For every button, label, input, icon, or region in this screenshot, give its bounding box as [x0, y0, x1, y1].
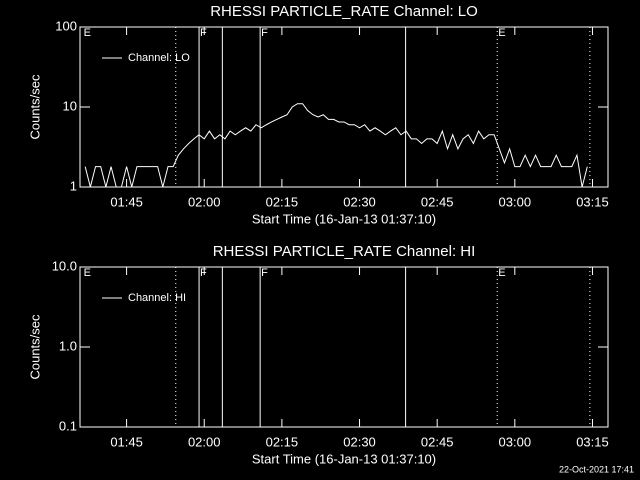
y-tick-label: 1.0 — [59, 338, 77, 353]
y-axis-label: Counts/sec — [27, 314, 42, 380]
legend-label: Channel: LO — [128, 52, 190, 64]
x-tick-label: 02:00 — [188, 194, 221, 209]
legend-label: Channel: HI — [128, 292, 186, 304]
y-tick-label: 100 — [55, 18, 77, 33]
event-flag: F — [200, 267, 207, 279]
y-tick-label: 10 — [63, 98, 77, 113]
x-tick-label: 02:45 — [421, 194, 454, 209]
x-tick-label: 02:30 — [343, 434, 376, 449]
event-flag: E — [84, 267, 91, 279]
event-flag: E — [498, 267, 505, 279]
x-axis-label: Start Time (16-Jan-13 01:37:10) — [252, 451, 436, 466]
event-flag: F — [261, 27, 268, 39]
x-tick-label: 03:00 — [499, 194, 532, 209]
chart-title: RHESSI PARTICLE_RATE Channel: LO — [210, 3, 478, 20]
event-flag: F — [200, 27, 207, 39]
event-flag: E — [498, 27, 505, 39]
x-tick-label: 02:00 — [188, 434, 221, 449]
y-tick-label: 0.1 — [59, 418, 77, 433]
y-tick-label: 10.0 — [52, 258, 77, 273]
data-line — [84, 103, 588, 188]
x-tick-label: 03:15 — [576, 194, 609, 209]
footer: 22-Oct-2021 17:41 — [559, 464, 634, 474]
x-tick-label: 02:15 — [266, 194, 299, 209]
x-tick-label: 02:45 — [421, 434, 454, 449]
y-tick-label: 1 — [70, 178, 77, 193]
x-tick-label: 02:30 — [343, 194, 376, 209]
x-axis-label: Start Time (16-Jan-13 01:37:10) — [252, 211, 436, 226]
y-axis-label: Counts/sec — [27, 74, 42, 140]
x-tick-label: 03:15 — [576, 434, 609, 449]
event-flag: F — [261, 267, 268, 279]
x-tick-label: 03:00 — [499, 434, 532, 449]
x-tick-label: 01:45 — [110, 434, 143, 449]
x-tick-label: 01:45 — [110, 194, 143, 209]
x-tick-label: 02:15 — [266, 434, 299, 449]
chart-title: RHESSI PARTICLE_RATE Channel: HI — [213, 243, 476, 260]
event-flag: E — [84, 27, 91, 39]
